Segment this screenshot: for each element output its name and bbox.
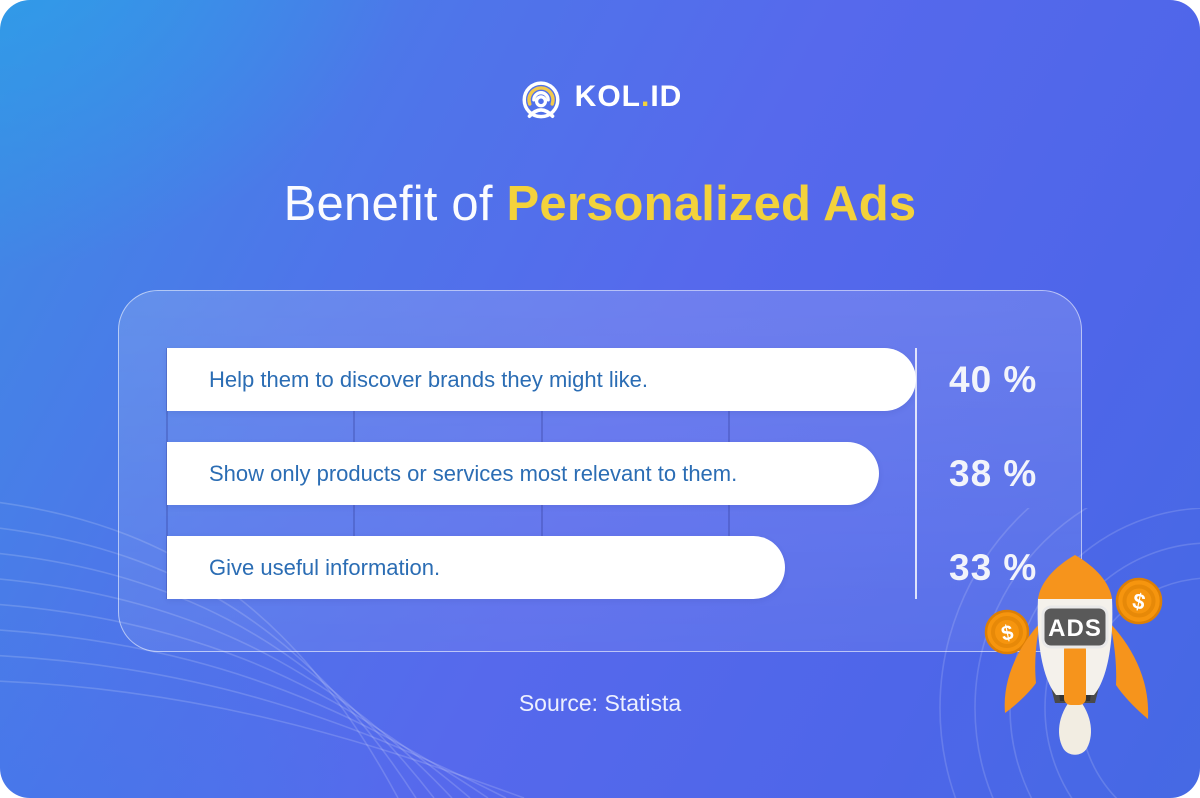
bar-row: Help them to discover brands they might …	[167, 348, 1036, 411]
bar: Help them to discover brands they might …	[167, 348, 916, 411]
bar-label: Show only products or services most rele…	[209, 460, 738, 486]
gridline-end	[915, 348, 917, 599]
logo-text-left: KOL	[574, 80, 641, 113]
source-caption: Source: Statista	[518, 690, 682, 716]
logo-text-right: ID	[650, 80, 683, 113]
title-prefix: Benefit of	[283, 177, 507, 231]
logo-wordmark: KOL.ID	[575, 80, 683, 114]
bar-label: Give useful information.	[209, 554, 441, 580]
chart-card: Help them to discover brands they might …	[118, 290, 1082, 652]
bar: Show only products or services most rele…	[167, 442, 879, 505]
bar-row: Show only products or services most rele…	[167, 442, 1036, 505]
logo: KOL.ID	[0, 74, 1200, 120]
broadcast-person-icon	[522, 81, 560, 119]
bar-value-label: 40 %	[949, 358, 1038, 400]
coin-icon: $	[1115, 577, 1163, 625]
bar-value-label: 38 %	[949, 452, 1038, 494]
bar-chart-plot: Help them to discover brands they might …	[166, 348, 1036, 599]
title-highlight: Personalized Ads	[506, 177, 917, 231]
svg-text:$: $	[1130, 588, 1147, 615]
logo-dot: .	[640, 80, 651, 113]
bar: Give useful information.	[167, 536, 785, 599]
page-title: Benefit of Personalized Ads	[0, 176, 1200, 232]
bar-row: Give useful information. 33 %	[167, 536, 1036, 599]
bar-label: Help them to discover brands they might …	[209, 366, 648, 392]
bar-value-label: 33 %	[949, 546, 1038, 588]
